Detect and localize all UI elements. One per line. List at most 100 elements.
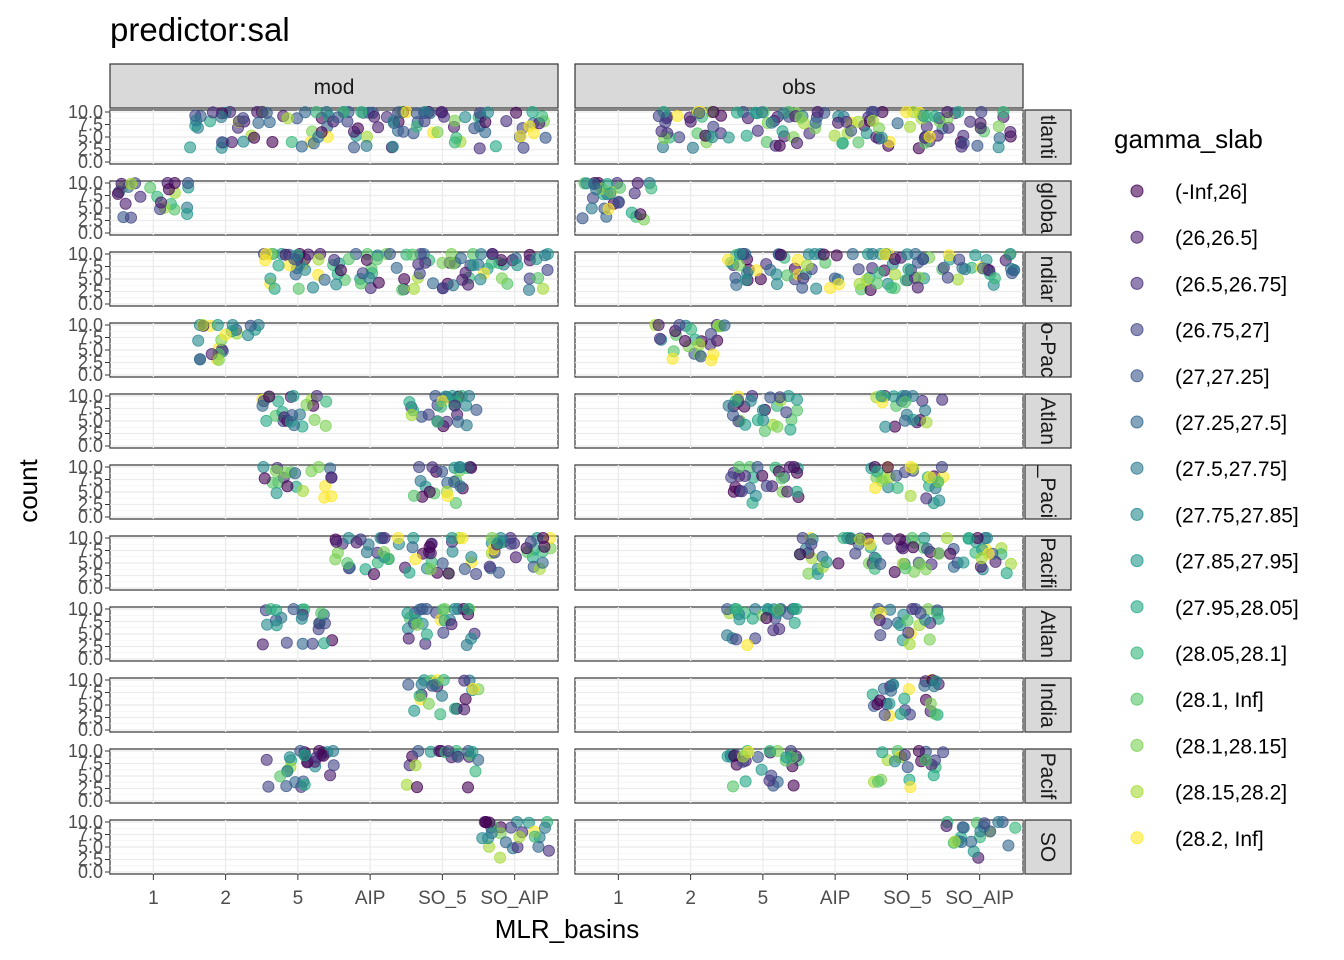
data-point — [452, 415, 465, 428]
data-point — [903, 638, 916, 651]
data-point — [330, 278, 343, 291]
data-point — [852, 115, 865, 128]
data-point — [259, 254, 272, 267]
y-tick-label: 0.0 — [78, 649, 103, 669]
panel-mod-row-5 — [109, 389, 559, 449]
data-point — [705, 327, 718, 340]
data-point — [456, 532, 469, 545]
data-point — [190, 114, 203, 127]
row-strip-label: Pacif — [1036, 753, 1059, 800]
data-point — [489, 140, 502, 153]
data-point — [479, 816, 492, 829]
y-tick-label: 0.0 — [78, 720, 103, 740]
data-point — [936, 393, 949, 406]
data-point — [809, 116, 822, 129]
data-point — [367, 568, 380, 581]
data-point — [984, 825, 997, 838]
data-point — [237, 135, 250, 148]
row-strip-label: SO — [1036, 832, 1059, 862]
data-point — [327, 759, 340, 772]
data-point — [585, 202, 598, 215]
data-point — [382, 553, 395, 566]
data-point — [1004, 247, 1017, 260]
y-tick-label: 10.0 — [68, 670, 103, 690]
data-point — [436, 603, 449, 616]
data-point — [347, 125, 360, 138]
row-strip — [1024, 677, 1072, 733]
data-point — [840, 115, 853, 128]
y-tick-label: 10.0 — [68, 457, 103, 477]
data-point — [802, 248, 815, 261]
data-point — [693, 338, 706, 351]
data-point — [776, 125, 789, 138]
data-point — [576, 212, 589, 225]
data-point — [526, 106, 539, 119]
data-point — [917, 253, 930, 266]
data-point — [257, 460, 270, 473]
data-point — [794, 548, 807, 561]
data-point — [889, 268, 902, 281]
data-point — [921, 542, 934, 555]
data-point — [914, 558, 927, 571]
data-point — [134, 190, 147, 203]
data-point — [539, 249, 552, 262]
data-point — [465, 551, 478, 564]
x-tick-label: AIP — [820, 888, 851, 909]
data-point — [320, 395, 333, 408]
data-point — [852, 263, 865, 276]
data-point — [256, 638, 269, 651]
panel-mod-row-8 — [109, 603, 559, 662]
data-point — [449, 496, 462, 509]
data-point — [125, 211, 138, 224]
data-point — [211, 318, 224, 331]
data-point — [360, 546, 373, 559]
y-tick-label: 10.0 — [68, 102, 103, 122]
data-point — [788, 616, 801, 629]
data-point — [194, 353, 207, 366]
data-point — [935, 460, 948, 473]
data-point — [315, 607, 328, 620]
data-point — [154, 196, 167, 209]
data-point — [532, 840, 545, 853]
legend-key — [1130, 692, 1144, 706]
data-point — [119, 197, 132, 210]
row-strip-label: _Paci — [1036, 465, 1059, 519]
data-point — [328, 253, 341, 266]
data-point — [772, 603, 785, 616]
data-point — [407, 282, 420, 295]
data-point — [755, 763, 768, 776]
data-point — [913, 271, 926, 284]
x-tick-label: SO_AIP — [480, 888, 549, 909]
y-tick-label: 5.0 — [78, 482, 103, 502]
data-point — [1002, 839, 1015, 852]
data-point — [325, 471, 338, 484]
y-tick-label: 5.0 — [78, 198, 103, 218]
data-point — [751, 751, 764, 764]
data-point — [746, 612, 759, 625]
data-point — [791, 404, 804, 417]
data-point — [758, 424, 771, 437]
data-point — [780, 751, 793, 764]
legend-item: (26.5,26.75] — [1130, 273, 1287, 296]
data-point — [536, 110, 549, 123]
legend-key — [1130, 184, 1144, 198]
data-point — [400, 778, 413, 791]
legend-label: (26.75,27] — [1175, 320, 1270, 343]
data-point — [409, 759, 422, 772]
data-point — [888, 755, 901, 768]
data-point — [330, 535, 343, 548]
data-point — [869, 481, 882, 494]
data-point — [436, 256, 449, 269]
data-point — [875, 131, 888, 144]
data-point — [860, 273, 873, 286]
data-point — [347, 141, 360, 154]
x-tick-label: SO_AIP — [945, 888, 1014, 909]
data-point — [413, 689, 426, 702]
data-point — [386, 140, 399, 153]
legend-key — [1130, 323, 1144, 337]
data-point — [400, 106, 413, 119]
data-point — [272, 395, 285, 408]
data-point — [256, 399, 269, 412]
data-point — [899, 396, 912, 409]
y-tick-label: 5.0 — [78, 837, 103, 857]
